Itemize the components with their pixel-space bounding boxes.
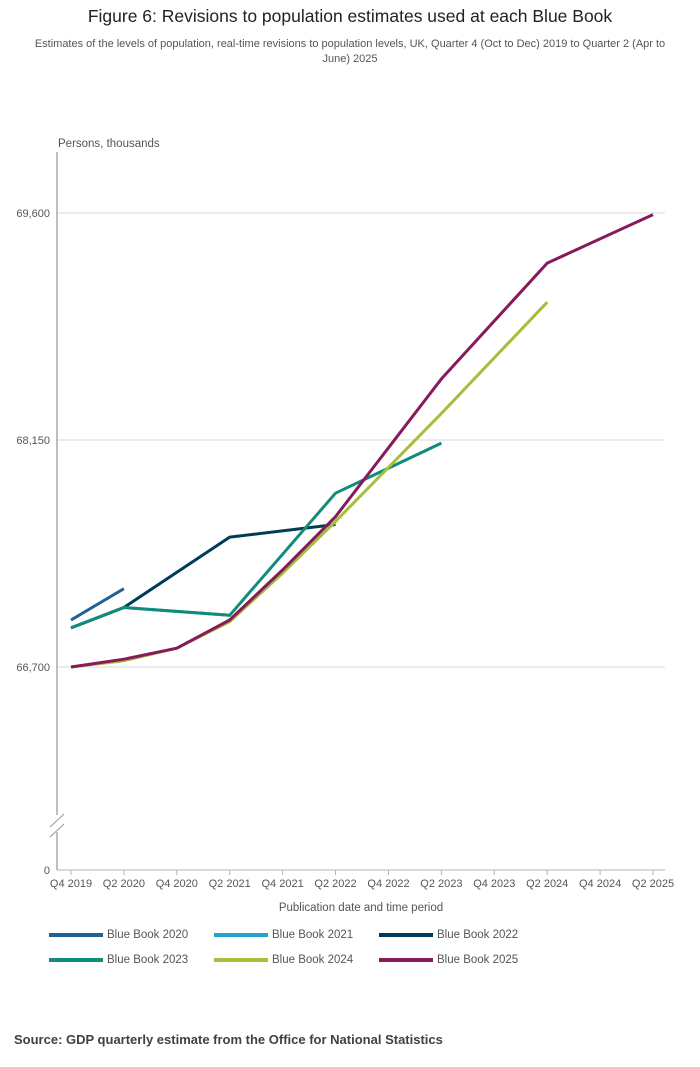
y-axis-unit-label: Persons, thousands xyxy=(58,138,160,150)
legend-label: Blue Book 2021 xyxy=(272,929,354,941)
axes xyxy=(49,152,665,875)
legend-item-blue-book-2020: Blue Book 2020 xyxy=(49,928,214,942)
legend-line-swatch xyxy=(214,933,268,937)
legend-label: Blue Book 2022 xyxy=(437,929,519,941)
x-axis-title: Publication date and time period xyxy=(279,902,443,914)
x-tick-label: Q2 2020 xyxy=(103,878,145,890)
legend-line-swatch xyxy=(49,933,103,937)
x-tick-label: Q4 2024 xyxy=(579,878,621,890)
legend-label: Blue Book 2023 xyxy=(107,954,189,966)
legend-item-blue-book-2024: Blue Book 2024 xyxy=(214,953,379,967)
legend-item-blue-book-2023: Blue Book 2023 xyxy=(49,953,214,967)
y-axis-break-slash xyxy=(49,813,65,828)
series-line-blue-book-2025 xyxy=(70,213,654,669)
legend-item-blue-book-2022: Blue Book 2022 xyxy=(379,928,544,942)
chart-subtitle: Estimates of the levels of population, r… xyxy=(34,38,666,66)
series-line-blue-book-2023 xyxy=(70,441,443,630)
y-tick-label: 66,700 xyxy=(16,662,50,674)
x-tick-label: Q2 2021 xyxy=(209,878,251,890)
chart-title: Figure 6: Revisions to population estima… xyxy=(87,6,613,26)
x-tick-label: Q2 2024 xyxy=(526,878,568,890)
line-chart: Q4 2019 Q2 2020 Q4 2020 Q2 2021 Q4 2021 Q2 20… xyxy=(16,138,674,914)
y-axis-break-gap xyxy=(53,815,61,832)
legend-item-blue-book-2021: Blue Book 2021 xyxy=(214,928,379,942)
x-tick-label: Q2 2022 xyxy=(314,878,356,890)
legend-label: Blue Book 2025 xyxy=(437,954,519,966)
series-line-blue-book-2020 xyxy=(70,587,125,622)
y-axis-break-slash xyxy=(49,823,65,838)
chart-legend: Blue Book 2020 Blue Book 2021 Blue Book … xyxy=(49,928,544,967)
series-lines xyxy=(70,213,654,669)
legend-label: Blue Book 2024 xyxy=(272,954,354,966)
legend-line-swatch xyxy=(49,958,103,962)
x-tick-label: Q4 2021 xyxy=(261,878,303,890)
source-note: Source: GDP quarterly estimate from the … xyxy=(14,1032,443,1047)
x-tick-label: Q2 2025 xyxy=(632,878,674,890)
legend-item-blue-book-2025: Blue Book 2025 xyxy=(379,953,544,967)
legend-label: Blue Book 2020 xyxy=(107,929,189,941)
axis-labels: Q4 2019 Q2 2020 Q4 2020 Q2 2021 Q4 2021 Q2 20… xyxy=(16,208,674,890)
y-tick-label-zero: 0 xyxy=(44,865,50,877)
series-line-blue-book-2024 xyxy=(70,301,549,669)
legend-line-swatch xyxy=(379,933,433,937)
legend-line-swatch xyxy=(214,958,268,962)
x-tick-label: Q4 2023 xyxy=(473,878,515,890)
gridlines xyxy=(57,212,665,668)
x-tick-label: Q4 2022 xyxy=(367,878,409,890)
x-tick-label: Q4 2019 xyxy=(50,878,92,890)
legend-line-swatch xyxy=(379,958,433,962)
x-tick-label: Q4 2020 xyxy=(156,878,198,890)
x-tick-label: Q2 2023 xyxy=(420,878,462,890)
y-tick-label: 68,150 xyxy=(16,435,50,447)
y-tick-label: 69,600 xyxy=(16,208,50,220)
